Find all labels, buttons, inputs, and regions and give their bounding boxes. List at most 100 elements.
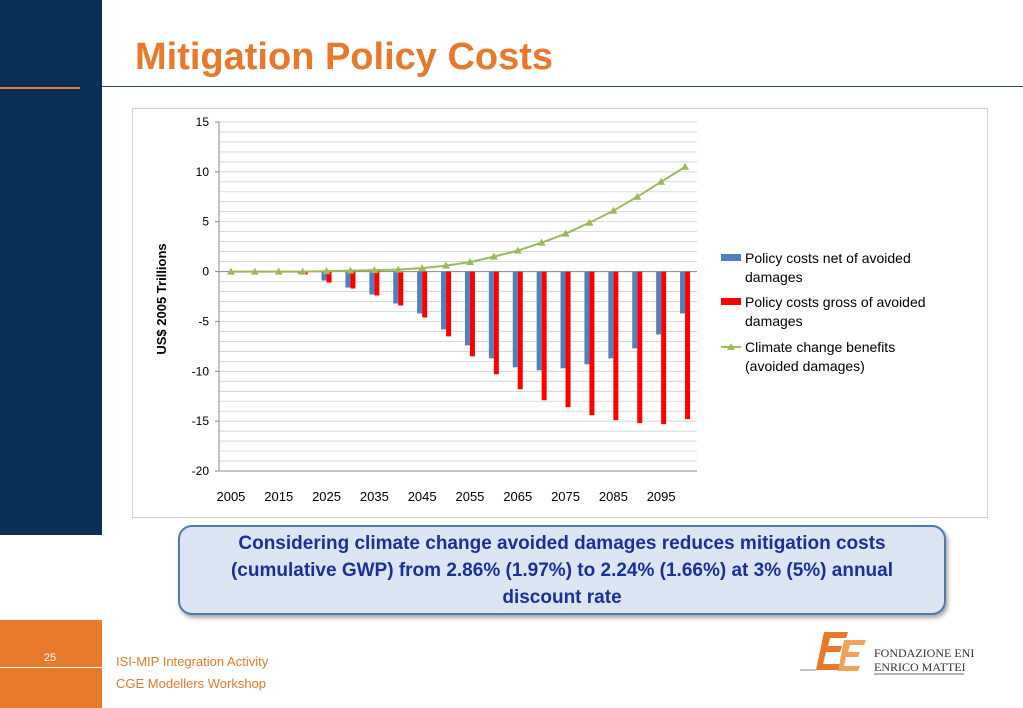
chart-area: 15 10 5 0 -5 -10 -15 -20 US$ 2005 Trillions 2005 2… — [132, 108, 988, 518]
y-axis-title: US$ 2005 Trillions — [154, 243, 169, 354]
bar-policy-net — [464, 271, 470, 346]
footer-event-name: ISI-MIP Integration Activity — [116, 654, 269, 669]
bar-policy-net — [417, 271, 423, 314]
bar-policy-gross — [422, 271, 428, 318]
marker-climate-benefits — [561, 229, 570, 237]
marker-climate-benefits — [274, 267, 283, 275]
bar-policy-net — [608, 271, 614, 359]
bar-policy-net — [632, 271, 638, 349]
y-tick-label: 10 — [196, 165, 210, 179]
marker-climate-benefits — [585, 218, 594, 226]
title-divider — [102, 86, 1023, 87]
bar-policy-gross — [565, 271, 571, 408]
y-tick-label: -5 — [198, 314, 209, 328]
bar-policy-net — [488, 271, 494, 359]
footer-orange-block — [0, 620, 102, 708]
bar-policy-net — [536, 271, 542, 371]
legend-swatch — [721, 254, 741, 261]
marker-climate-benefits — [346, 266, 355, 274]
logo-letter-e-2 — [838, 640, 866, 671]
bar-policy-gross — [469, 271, 475, 357]
bar-policy-net — [345, 271, 351, 288]
bar-policy-net — [369, 271, 375, 295]
legend-label: Policy costs gross of avoided — [745, 294, 926, 310]
legend-swatch — [721, 298, 741, 305]
left-navy-bar — [0, 0, 102, 535]
x-tick-label: 2095 — [647, 489, 676, 504]
bar-policy-gross — [613, 271, 619, 421]
slide-title: Mitigation Policy Costs — [135, 36, 554, 78]
bar-policy-gross — [517, 271, 523, 390]
x-tick-label: 2035 — [360, 489, 389, 504]
bar-policy-gross — [685, 271, 691, 420]
x-tick-label: 2045 — [408, 489, 437, 504]
marker-climate-benefits — [298, 267, 307, 275]
y-tick-label: 5 — [202, 215, 209, 229]
legend-label: Policy costs net of avoided — [745, 250, 911, 266]
marker-climate-benefits — [609, 206, 618, 214]
x-tick-label: 2065 — [503, 489, 532, 504]
feem-logo: FONDAZIONE ENI ENRICO MATTEI — [796, 624, 976, 684]
chart-svg: 15 10 5 0 -5 -10 -15 -20 US$ 2005 Trillions 2005 2… — [154, 115, 926, 504]
left-orange-rule — [0, 87, 80, 89]
legend-label: Climate change benefits — [745, 339, 895, 355]
footer-workshop-name: CGE Modellers Workshop — [116, 676, 267, 691]
marker-climate-benefits — [537, 238, 546, 246]
y-tick-label: 0 — [202, 265, 209, 279]
marker-climate-benefits — [370, 266, 379, 274]
legend-label: damages — [745, 269, 803, 285]
logo-letter-e-1 — [816, 632, 848, 670]
bar-policy-net — [584, 271, 590, 365]
bar-policy-gross — [326, 271, 332, 283]
marker-climate-benefits — [465, 258, 474, 266]
x-tick-label: 2005 — [216, 489, 245, 504]
x-tick-label: 2025 — [312, 489, 341, 504]
y-tick-label: 15 — [196, 115, 210, 129]
bar-policy-gross — [541, 271, 547, 401]
callout-text: Considering climate change avoided damag… — [230, 532, 894, 608]
footer-rule — [0, 667, 102, 668]
legend-label: (avoided damages) — [745, 358, 865, 374]
x-tick-label: 2055 — [455, 489, 484, 504]
bar-policy-net — [656, 271, 662, 335]
marker-climate-benefits — [394, 265, 403, 273]
marker-climate-benefits — [657, 177, 666, 185]
x-tick-label: 2075 — [551, 489, 580, 504]
callout-box: Considering climate change avoided damag… — [178, 525, 946, 615]
legend-label: damages — [745, 313, 803, 329]
marker-climate-benefits — [250, 267, 259, 275]
bar-policy-net — [512, 271, 518, 368]
line-climate-benefits — [230, 166, 686, 273]
logo-line-1: FONDAZIONE ENI — [874, 646, 974, 660]
marker-climate-benefits — [322, 267, 331, 275]
bar-policy-gross — [589, 271, 595, 416]
y-tick-label: -10 — [192, 364, 210, 378]
bar-policy-gross — [446, 271, 452, 337]
bar-policy-net — [441, 271, 447, 330]
bar-policy-net — [225, 271, 231, 273]
bar-policy-net — [321, 271, 327, 281]
bar-policy-net — [680, 271, 686, 314]
bar-policy-gross — [661, 271, 667, 425]
bar-policy-net — [560, 271, 566, 369]
y-tick-label: -15 — [192, 414, 210, 428]
feem-logo-graphic: FONDAZIONE ENI ENRICO MATTEI — [800, 632, 974, 675]
bar-policy-gross — [398, 271, 404, 306]
marker-climate-benefits — [489, 252, 498, 260]
x-tick-label: 2085 — [599, 489, 628, 504]
x-tick-label: 2015 — [264, 489, 293, 504]
logo-line-2: ENRICO MATTEI — [874, 660, 966, 674]
bar-policy-gross — [350, 271, 356, 289]
marker-climate-benefits — [226, 267, 235, 275]
page-number: 25 — [43, 652, 57, 664]
bar-policy-gross — [637, 271, 643, 424]
bar-policy-gross — [374, 271, 380, 296]
marker-climate-benefits — [513, 246, 522, 254]
marker-climate-benefits — [418, 264, 427, 272]
bar-policy-net — [393, 271, 399, 304]
y-tick-label: -20 — [192, 464, 210, 478]
marker-climate-benefits — [442, 261, 451, 269]
marker-climate-benefits — [633, 192, 642, 200]
bar-policy-gross — [493, 271, 499, 375]
marker-climate-benefits — [681, 162, 690, 170]
